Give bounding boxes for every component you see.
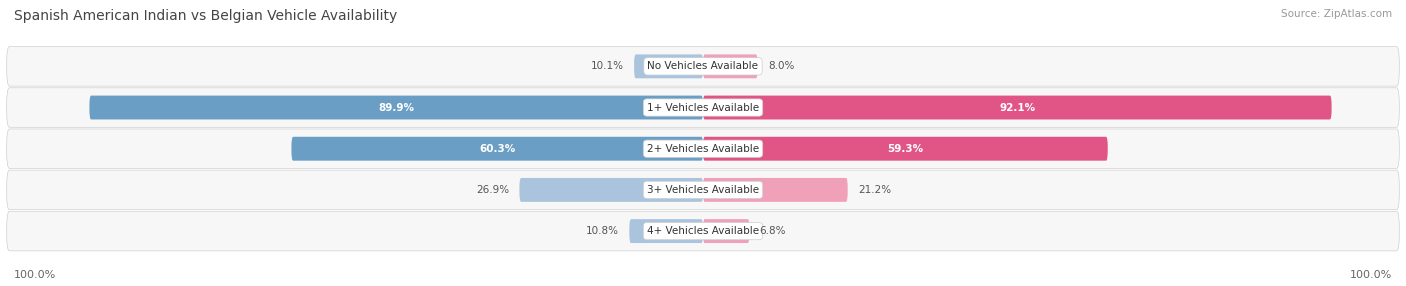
FancyBboxPatch shape [703,54,758,78]
Text: Spanish American Indian vs Belgian Vehicle Availability: Spanish American Indian vs Belgian Vehic… [14,9,398,23]
Legend: Spanish American Indian, Belgian: Spanish American Indian, Belgian [574,281,832,286]
Text: 2+ Vehicles Available: 2+ Vehicles Available [647,144,759,154]
Text: 10.8%: 10.8% [586,226,619,236]
Text: 4+ Vehicles Available: 4+ Vehicles Available [647,226,759,236]
FancyBboxPatch shape [703,178,848,202]
FancyBboxPatch shape [703,96,1331,120]
Text: 21.2%: 21.2% [858,185,891,195]
Text: 100.0%: 100.0% [1350,270,1392,280]
Text: Source: ZipAtlas.com: Source: ZipAtlas.com [1281,9,1392,19]
FancyBboxPatch shape [90,96,703,120]
Text: 8.0%: 8.0% [768,61,794,71]
Text: 1+ Vehicles Available: 1+ Vehicles Available [647,103,759,112]
FancyBboxPatch shape [7,88,1399,127]
FancyBboxPatch shape [7,211,1399,251]
Text: 26.9%: 26.9% [477,185,509,195]
Text: 100.0%: 100.0% [14,270,56,280]
Text: 3+ Vehicles Available: 3+ Vehicles Available [647,185,759,195]
FancyBboxPatch shape [630,219,703,243]
FancyBboxPatch shape [703,137,1108,161]
FancyBboxPatch shape [7,47,1399,86]
FancyBboxPatch shape [7,170,1399,210]
FancyBboxPatch shape [519,178,703,202]
FancyBboxPatch shape [291,137,703,161]
Text: No Vehicles Available: No Vehicles Available [648,61,758,71]
FancyBboxPatch shape [703,219,749,243]
Text: 59.3%: 59.3% [887,144,924,154]
Text: 92.1%: 92.1% [1000,103,1035,112]
Text: 89.9%: 89.9% [378,103,415,112]
Text: 6.8%: 6.8% [759,226,786,236]
Text: 10.1%: 10.1% [591,61,624,71]
Text: 60.3%: 60.3% [479,144,516,154]
FancyBboxPatch shape [7,129,1399,168]
FancyBboxPatch shape [634,54,703,78]
